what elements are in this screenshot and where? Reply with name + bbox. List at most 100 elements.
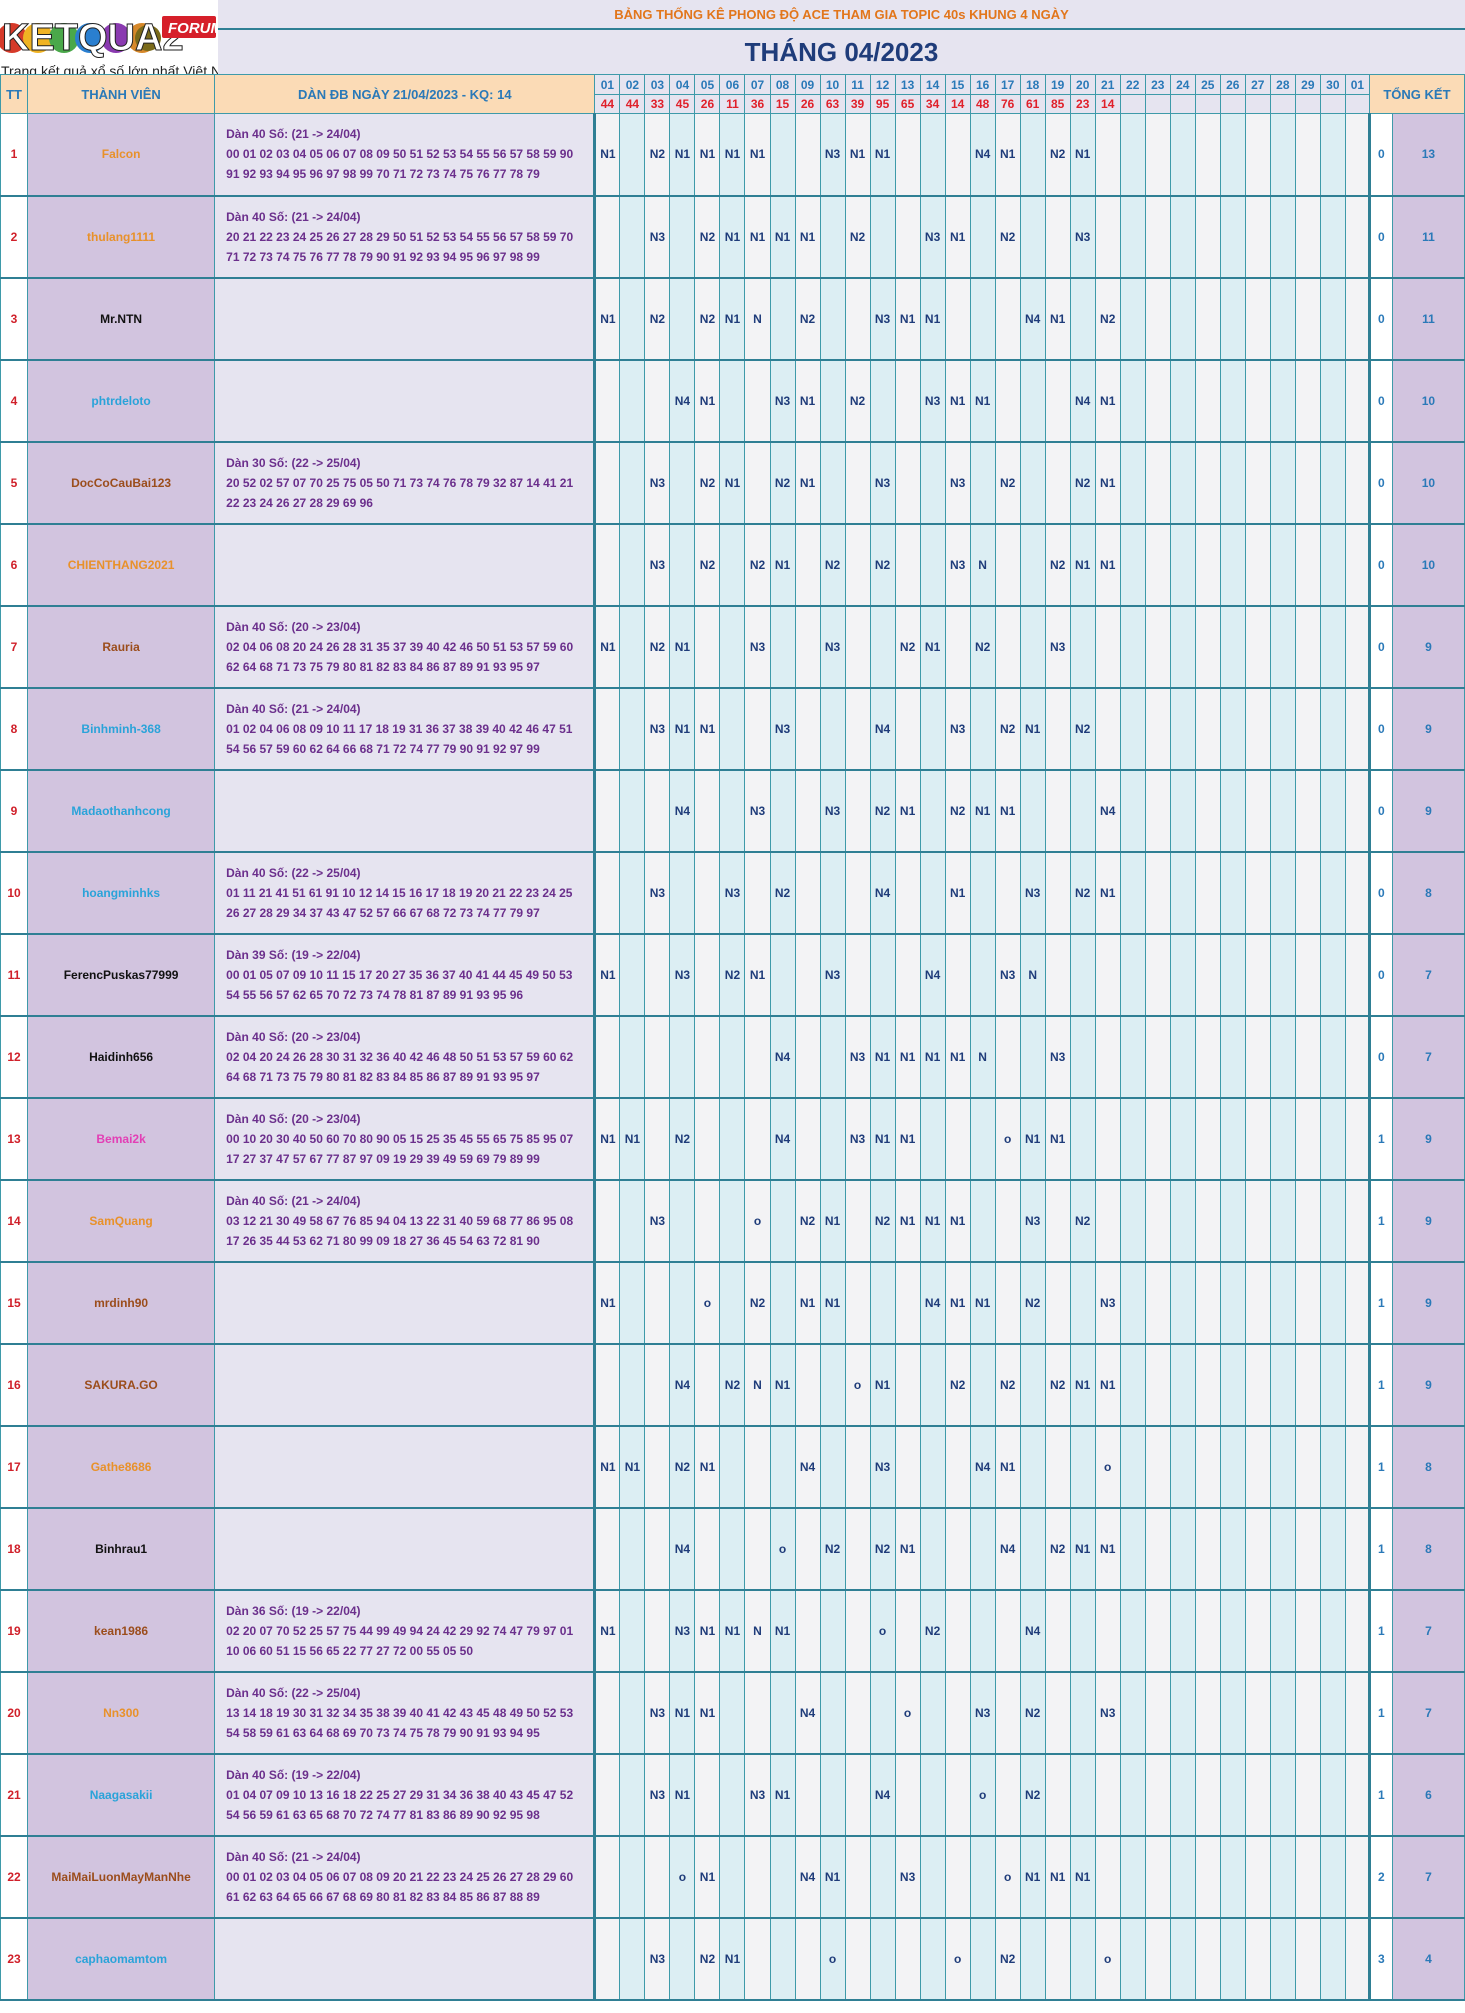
member-name[interactable]: hoangminhks [27,851,216,935]
member-name[interactable]: phtrdeloto [27,359,216,443]
day-mark [1294,1917,1321,2001]
member-name[interactable]: DocCoCauBai123 [27,441,216,525]
day-mark [619,605,646,689]
day-mark [719,1179,746,1263]
day-mark [1294,359,1321,443]
day-mark [969,933,996,1017]
day-mark [1194,359,1221,443]
dan-line: 91 92 93 94 95 96 97 98 99 70 71 72 73 7… [226,167,540,182]
dan-line: 13 14 18 19 30 31 32 34 35 38 39 40 41 4… [226,1705,574,1720]
day-mark: N4 [669,1343,696,1427]
header-result: 48 [969,94,996,114]
member-name[interactable]: mrdinh90 [27,1261,216,1345]
day-mark [1319,687,1346,771]
member-name[interactable]: caphaomamtom [27,1917,216,2001]
day-mark [1294,1015,1321,1099]
header-result: 23 [1069,94,1096,114]
header-day: 14 [919,74,946,95]
header-result [1344,94,1370,114]
day-mark [869,195,896,279]
table-row: 3 Mr.NTN N1 N2 N2 N1 N N2 N3 N1 N1 N4 N1 N2 0 11 [0,277,1465,361]
miss-count: 0 [1367,687,1393,771]
day-mark [1119,1261,1146,1345]
day-mark [1119,1917,1146,2001]
member-name[interactable]: kean1986 [27,1589,216,1673]
day-mark: N4 [769,1097,796,1181]
dan-cell [214,523,597,607]
header-day: 29 [1294,74,1321,95]
day-mark: N1 [1094,359,1121,443]
day-mark [594,1507,621,1591]
member-name[interactable]: SamQuang [27,1179,216,1263]
member-name[interactable]: Madaothanhcong [27,769,216,853]
day-mark [1194,195,1221,279]
member-name[interactable]: Rauria [27,605,216,689]
member-name[interactable]: Falcon [27,113,216,197]
miss-count: 0 [1367,933,1393,1017]
day-mark [1294,1261,1321,1345]
day-mark [1144,1589,1171,1673]
member-name[interactable]: Nn300 [27,1671,216,1755]
day-mark [1344,1671,1370,1755]
day-mark [1169,113,1196,197]
day-mark [1294,605,1321,689]
member-name[interactable]: Bemai2k [27,1097,216,1181]
header-result: 34 [919,94,946,114]
table-row: 7 Rauria Dàn 40 Số: (20 -> 23/04) 02 04 06 … [0,605,1465,689]
day-mark: N4 [794,1835,821,1919]
day-mark [844,605,871,689]
member-name[interactable]: Gathe8686 [27,1425,216,1509]
day-mark [644,359,671,443]
site-logo[interactable]: KETQUA2 FORUM Trang kết quả xổ số lớn nh… [0,0,218,80]
day-mark: N3 [644,687,671,771]
member-name[interactable]: FerencPuskas77999 [27,933,216,1017]
dan-cell: Dàn 40 Số: (19 -> 22/04) 01 04 07 09 10 1… [214,1753,597,1837]
day-mark [1244,851,1271,935]
day-mark: N1 [1094,441,1121,525]
day-mark [1269,1917,1296,2001]
day-mark: N3 [1094,1671,1121,1755]
miss-count: 1 [1367,1753,1393,1837]
day-mark [1344,1589,1370,1673]
day-mark [1219,1753,1246,1837]
day-mark: N3 [844,1015,871,1099]
row-number: 13 [0,1097,29,1181]
day-mark [919,1507,946,1591]
member-name[interactable]: SAKURA.GO [27,1343,216,1427]
day-mark [1219,1097,1246,1181]
day-mark: N1 [594,1097,621,1181]
day-mark: N1 [1094,851,1121,935]
day-mark [719,523,746,607]
day-mark [619,933,646,1017]
member-name[interactable]: CHIENTHANG2021 [27,523,216,607]
day-mark [894,933,921,1017]
day-mark [1219,1015,1246,1099]
header-result: 33 [644,94,671,114]
member-name[interactable]: Naagasakii [27,1753,216,1837]
member-name[interactable]: Binhminh-368 [27,687,216,771]
day-mark [894,687,921,771]
day-mark [619,769,646,853]
member-name[interactable]: Mr.NTN [27,277,216,361]
day-mark [1044,1917,1071,2001]
dan-cell: Dàn 40 Số: (20 -> 23/04) 02 04 20 24 26 2… [214,1015,597,1099]
day-mark: N1 [919,277,946,361]
day-mark [1044,441,1071,525]
table-row: 15 mrdinh90 N1 o N2 N1 N1 N4 N1 N1 N2 N3 1 9 [0,1261,1465,1345]
member-name[interactable]: Binhrau1 [27,1507,216,1591]
day-mark: N2 [994,1917,1021,2001]
header-day: 30 [1319,74,1346,95]
member-name[interactable]: MaiMaiLuonMayManNhe [27,1835,216,1919]
day-mark [1294,277,1321,361]
member-name[interactable]: Haidinh656 [27,1015,216,1099]
svg-text:KETQUA2: KETQUA2 [2,17,184,59]
day-mark: o [1094,1425,1121,1509]
day-mark: N1 [944,851,971,935]
day-mark: N2 [694,277,721,361]
total-score: 7 [1391,933,1465,1017]
day-mark: N1 [744,933,771,1017]
day-mark [1294,523,1321,607]
member-name[interactable]: thulang1111 [27,195,216,279]
day-mark [694,1179,721,1263]
day-mark [944,113,971,197]
